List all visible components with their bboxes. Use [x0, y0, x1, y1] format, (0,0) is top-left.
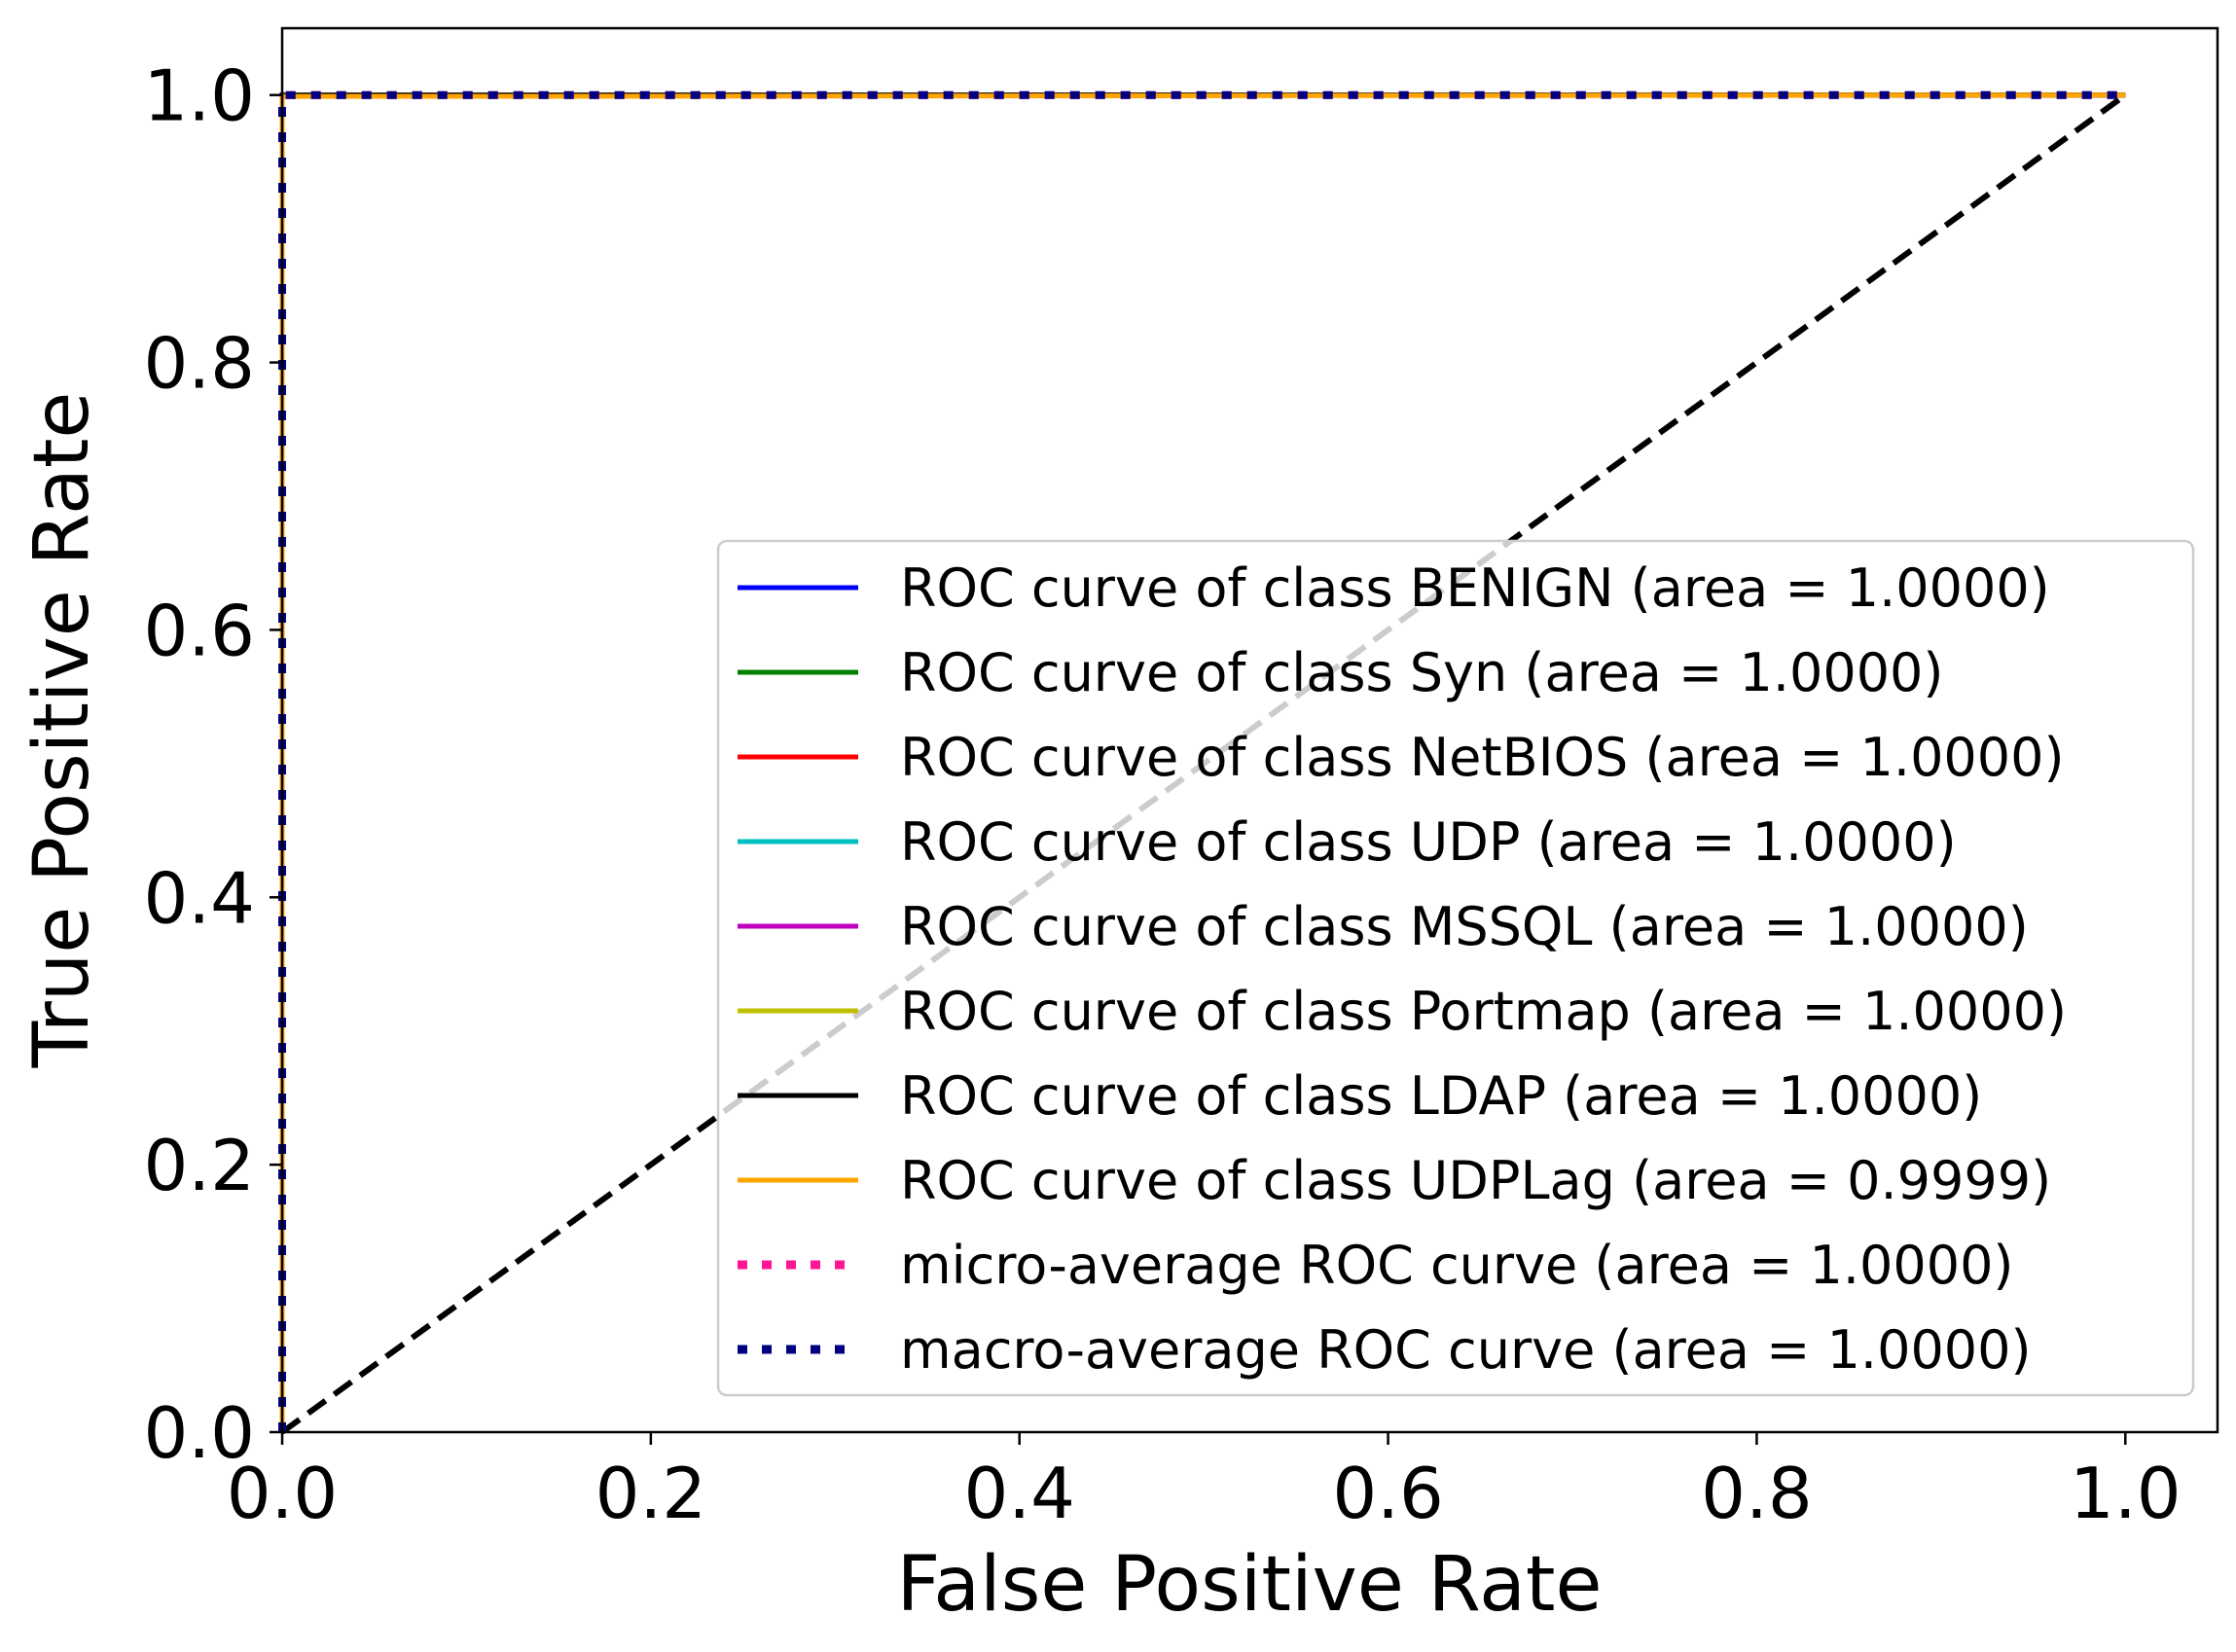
legend-label-8: micro-average ROC curve (area = 1.0000) — [900, 1235, 2014, 1296]
y-tick-label: 0.0 — [143, 1392, 255, 1474]
x-tick-label: 0.0 — [227, 1453, 339, 1534]
legend: ROC curve of class BENIGN (area = 1.0000… — [716, 539, 2195, 1397]
legend-label-7: ROC curve of class UDPLag (area = 0.9999… — [900, 1150, 2051, 1211]
x-tick-label: 0.2 — [595, 1453, 707, 1534]
y-tick-label: 0.2 — [143, 1125, 255, 1206]
legend-label-0: ROC curve of class BENIGN (area = 1.0000… — [900, 557, 2050, 619]
x-tick-label: 0.4 — [963, 1453, 1075, 1534]
x-tick-label: 1.0 — [2070, 1453, 2182, 1534]
y-axis-label: True Positive Rate — [18, 392, 106, 1069]
y-tick-label: 0.4 — [143, 857, 255, 939]
legend-box — [716, 539, 2195, 1397]
y-tick-label: 0.6 — [143, 590, 255, 671]
legend-label-3: ROC curve of class UDP (area = 1.0000) — [900, 811, 1957, 873]
legend-label-5: ROC curve of class Portmap (area = 1.000… — [900, 981, 2067, 1042]
x-tick-label: 0.8 — [1701, 1453, 1813, 1534]
x-axis-label: False Positive Rate — [897, 1541, 1603, 1629]
legend-label-9: macro-average ROC curve (area = 1.0000) — [900, 1319, 2032, 1381]
y-tick-label: 1.0 — [143, 55, 255, 137]
legend-label-1: ROC curve of class Syn (area = 1.0000) — [900, 642, 1944, 703]
axes-frame — [280, 26, 2219, 1434]
y-tick-label: 0.8 — [143, 323, 255, 405]
legend-label-2: ROC curve of class NetBIOS (area = 1.000… — [900, 727, 2065, 788]
axis-ticks: 0.0 0.2 0.4 0.6 0.8 1.0 0.0 0.2 0.4 0.6 0.8 1.0 — [143, 55, 2181, 1534]
x-tick-label: 0.6 — [1332, 1453, 1444, 1534]
legend-label-4: ROC curve of class MSSQL (area = 1.0000) — [900, 896, 2029, 957]
legend-label-6: ROC curve of class LDAP (area = 1.0000) — [900, 1065, 1982, 1127]
